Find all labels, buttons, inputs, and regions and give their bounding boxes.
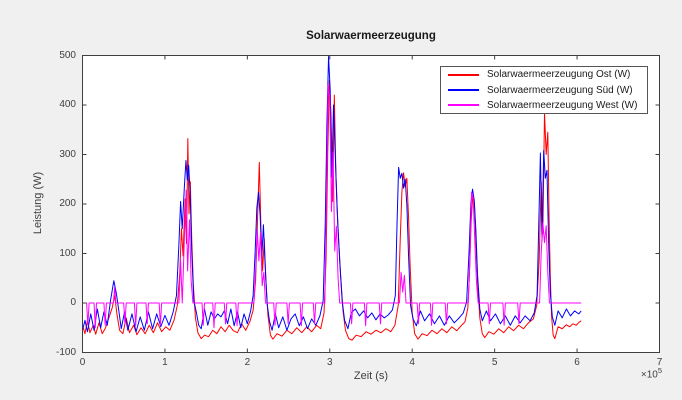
x-axis-label: Zeit (s) [353,370,389,382]
axis-multiplier-base: ×10 [640,369,658,381]
x-tick-label: 4 [409,357,415,368]
chart-title: Solarwaermeerzeugung [306,30,436,42]
legend-line-swatch-ost [448,73,479,76]
y-axis-label: Leistung (W) [32,171,44,235]
series-line-2 [82,84,582,329]
legend-label-sued: Solarwaermeerzeugung Süd (W) [487,84,633,96]
legend: Solarwaermeerzeugung Ost (W) Solarwaerme… [440,66,648,114]
legend-label-west: Solarwaermeerzeugung West (W) [487,99,638,111]
axis-multiplier-exponent: 5 [657,366,662,375]
legend-line-swatch-west [448,104,479,107]
legend-row-sued: Solarwaermeerzeugung Süd (W) [441,83,647,98]
x-tick-label: 7 [656,357,663,368]
legend-line-swatch-sued [448,89,479,91]
x-tick-label: 6 [574,357,580,368]
x-tick-label: 2 [244,357,251,368]
x-tick-label: 3 [327,357,333,368]
y-tick-label: 400 [59,99,76,110]
x-tick-label: 5 [491,357,498,368]
y-tick-label: -100 [55,346,76,358]
legend-row-west: Solarwaermeerzeugung West (W) [441,98,647,113]
y-tick-label: 100 [59,247,76,259]
x-tick-label: 1 [162,357,168,368]
y-tick-label: 500 [59,49,76,61]
y-tick-label: 0 [70,297,76,308]
y-tick-label: 200 [59,198,76,209]
legend-label-ost: Solarwaermeerzeugung Ost (W) [487,69,631,81]
axis-multiplier: ×105 [641,366,662,380]
y-tick-label: 300 [59,148,76,160]
x-tick-label: 0 [79,357,86,368]
series-line-1 [82,55,582,333]
legend-row-ost: Solarwaermeerzeugung Ost (W) [441,67,647,82]
